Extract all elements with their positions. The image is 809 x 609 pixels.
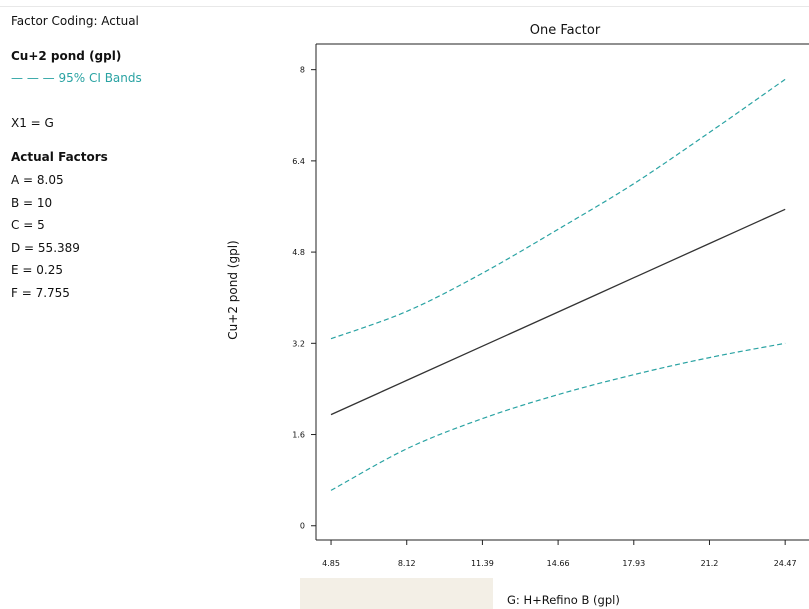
y-tick-label-4: 6.4: [292, 157, 305, 166]
y-tick-label-2: 3.2: [292, 339, 305, 348]
ci-legend-dash: — — —: [11, 71, 55, 86]
actual-factors-heading: Actual Factors: [11, 150, 108, 165]
y-tick-label-3: 4.8: [292, 248, 305, 257]
ci-bands-legend: — — — 95% CI Bands: [11, 67, 142, 90]
x-tick-label-6: 24.47: [774, 559, 797, 568]
x-axis-label: G: H+Refino B (gpl): [507, 593, 620, 607]
x-tick-label-2: 11.39: [471, 559, 494, 568]
factor-a: A = 8.05: [11, 172, 64, 187]
lower-ci-band: [330, 342, 786, 491]
factor-e: E = 0.25: [11, 263, 63, 278]
ci-legend-label: 95% CI Bands: [58, 71, 142, 86]
response-name: Cu+2 pond (gpl): [11, 48, 122, 63]
factor-coding-label: Factor Coding: Actual: [11, 14, 139, 28]
y-tick-label-5: 8: [300, 66, 305, 75]
x-tick-label-1: 8.12: [398, 559, 416, 568]
x1-assignment: X1 = G: [11, 115, 54, 130]
factor-d: D = 55.389: [11, 240, 80, 255]
factor-b: B = 10: [11, 195, 53, 210]
x-tick-label-3: 14.66: [547, 559, 570, 568]
x-tick-label-0: 4.85: [322, 559, 340, 568]
x-tick-label-4: 17.93: [622, 559, 645, 568]
factor-panel: Factor Coding: Actual Cu+2 pond (gpl) — …: [11, 10, 142, 305]
fit-line: [330, 208, 786, 416]
chart-title: One Factor: [529, 23, 601, 38]
y-tick-label-0: 0: [300, 522, 305, 531]
watermark-logo: [300, 578, 493, 609]
x-tick-label-5: 21.2: [701, 559, 719, 568]
factor-f: F = 7.755: [11, 285, 70, 300]
upper-ci-band: [330, 78, 786, 340]
y-tick-label-1: 1.6: [292, 431, 305, 440]
factor-c: C = 5: [11, 218, 45, 233]
top-divider: [0, 6, 809, 7]
